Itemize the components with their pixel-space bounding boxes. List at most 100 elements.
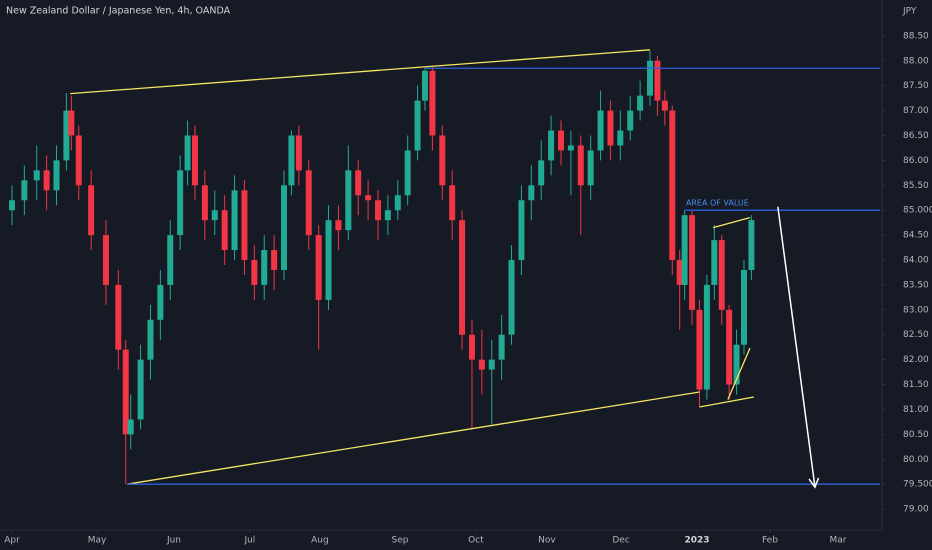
candle-body: [676, 260, 683, 285]
x-tick-label: May: [88, 536, 107, 546]
candle-body: [43, 170, 50, 191]
x-tick-label: Dec: [612, 536, 629, 546]
candle-body: [147, 319, 154, 360]
candle-body: [355, 170, 362, 196]
candle-body: [384, 210, 391, 221]
candle-body: [68, 110, 75, 136]
y-tick-label: 81.50: [903, 380, 929, 390]
candle-body: [528, 185, 535, 201]
currency-label: JPY: [902, 7, 917, 17]
y-tick-label: 83.00: [903, 305, 929, 315]
candle-body: [468, 334, 475, 360]
candle-body: [748, 220, 755, 270]
candle-body: [295, 135, 302, 171]
candle-body: [681, 215, 688, 285]
y-tick-label: 86.00: [903, 156, 929, 166]
candle-body: [439, 135, 446, 186]
candle-body: [335, 220, 342, 231]
y-tick-label: 87.00: [903, 106, 929, 116]
y-tick-label: 80.00: [903, 455, 929, 465]
candle-body: [617, 130, 624, 146]
candle-body: [63, 110, 70, 161]
candle-body: [703, 284, 710, 390]
candle-body: [689, 215, 696, 310]
candle-body: [518, 200, 525, 261]
annotation: AREA OF VALUE: [686, 199, 749, 208]
candle-body: [587, 150, 594, 186]
candle-body: [696, 309, 703, 390]
candle-body: [508, 260, 515, 335]
candle-body: [498, 334, 505, 360]
candle-body: [75, 135, 82, 186]
candle-body: [577, 145, 584, 186]
x-tick-label: Jun: [166, 536, 181, 546]
arrow-head: [808, 477, 820, 489]
candle-body: [733, 344, 740, 385]
candle-body: [718, 240, 725, 310]
candle-body: [315, 235, 322, 300]
candle-body: [647, 60, 654, 96]
candle-body: [241, 190, 248, 261]
y-tick-label: 82.00: [903, 355, 929, 365]
chart-title: New Zealand Dollar / Japanese Yen, 4h, O…: [6, 6, 231, 17]
candle-body: [88, 185, 95, 236]
candle-body: [261, 250, 268, 285]
candle-body: [538, 160, 545, 186]
candle-body: [102, 235, 109, 285]
candle-body: [184, 135, 191, 171]
candle-body: [251, 260, 258, 285]
candle-body: [137, 359, 144, 420]
candle-body: [459, 220, 466, 335]
y-tick-label: 81.00: [903, 405, 929, 415]
y-tick-label: 87.50: [903, 81, 929, 91]
y-tick-label: 82.50: [903, 330, 929, 340]
candle-body: [654, 60, 661, 101]
candle-body: [607, 110, 614, 146]
candle-body: [449, 185, 456, 221]
drawn-line: [727, 347, 751, 400]
candle-body: [711, 240, 718, 285]
drawn-line: [712, 217, 751, 229]
candle-body: [191, 135, 198, 186]
candle-body: [740, 269, 747, 345]
candle-body: [414, 100, 421, 151]
x-tick-label: Oct: [468, 536, 484, 546]
x-tick-label: Feb: [762, 536, 778, 546]
drawn-line: [70, 49, 651, 95]
candle-body: [421, 70, 428, 101]
candle-body: [271, 250, 278, 270]
candle-body: [221, 210, 228, 251]
candle-body: [627, 110, 634, 131]
y-tick-label: 88.50: [903, 31, 929, 41]
candle-body: [374, 200, 381, 221]
x-tick-label: Aug: [311, 536, 329, 546]
y-tick-label: 88.00: [903, 56, 929, 66]
candle-body: [167, 235, 174, 285]
y-tick-label: 86.50: [903, 131, 929, 141]
x-tick-label: Jul: [243, 536, 255, 546]
candle-body: [201, 185, 208, 221]
y-tick-label: 84.00: [903, 256, 929, 266]
candle-body: [8, 200, 15, 211]
candle-body: [157, 284, 164, 320]
candle-body: [21, 180, 28, 201]
candle-body: [548, 130, 555, 161]
candle-body: [345, 170, 352, 231]
candle-body: [33, 170, 40, 181]
x-tick-label: Apr: [4, 536, 20, 546]
candle-body: [288, 135, 295, 186]
candle-body: [404, 150, 411, 196]
candle-body: [394, 195, 401, 211]
candle-body: [637, 95, 644, 111]
x-tick-label: Mar: [829, 536, 846, 546]
candle-body: [557, 130, 564, 151]
y-tick-label: 85.50: [903, 181, 929, 191]
candle-body: [325, 220, 332, 300]
candle-body: [478, 359, 485, 370]
drawn-line: [126, 391, 700, 485]
y-tick-label: 85.000: [903, 206, 932, 216]
candle-body: [305, 170, 312, 236]
x-tick-label: Nov: [538, 536, 556, 546]
